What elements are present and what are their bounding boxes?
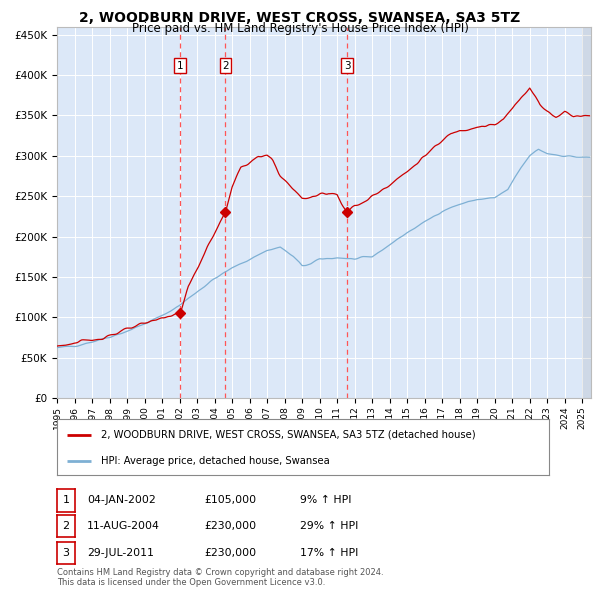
Text: 2, WOODBURN DRIVE, WEST CROSS, SWANSEA, SA3 5TZ: 2, WOODBURN DRIVE, WEST CROSS, SWANSEA, … bbox=[79, 11, 521, 25]
Text: 1: 1 bbox=[62, 496, 70, 505]
Text: £230,000: £230,000 bbox=[204, 548, 256, 558]
Text: 3: 3 bbox=[62, 548, 70, 558]
Text: 04-JAN-2002: 04-JAN-2002 bbox=[87, 496, 156, 505]
Text: £230,000: £230,000 bbox=[204, 522, 256, 531]
Text: 9% ↑ HPI: 9% ↑ HPI bbox=[300, 496, 352, 505]
Text: 2: 2 bbox=[222, 61, 229, 71]
Text: £105,000: £105,000 bbox=[204, 496, 256, 505]
Text: 29-JUL-2011: 29-JUL-2011 bbox=[87, 548, 154, 558]
Text: 1: 1 bbox=[177, 61, 184, 71]
Text: 2: 2 bbox=[62, 522, 70, 531]
Text: 17% ↑ HPI: 17% ↑ HPI bbox=[300, 548, 358, 558]
Text: 3: 3 bbox=[344, 61, 350, 71]
Text: Contains HM Land Registry data © Crown copyright and database right 2024.
This d: Contains HM Land Registry data © Crown c… bbox=[57, 568, 383, 587]
Text: 2, WOODBURN DRIVE, WEST CROSS, SWANSEA, SA3 5TZ (detached house): 2, WOODBURN DRIVE, WEST CROSS, SWANSEA, … bbox=[101, 430, 476, 440]
Text: 29% ↑ HPI: 29% ↑ HPI bbox=[300, 522, 358, 531]
Text: HPI: Average price, detached house, Swansea: HPI: Average price, detached house, Swan… bbox=[101, 456, 330, 466]
Text: Price paid vs. HM Land Registry's House Price Index (HPI): Price paid vs. HM Land Registry's House … bbox=[131, 22, 469, 35]
Text: 11-AUG-2004: 11-AUG-2004 bbox=[87, 522, 160, 531]
